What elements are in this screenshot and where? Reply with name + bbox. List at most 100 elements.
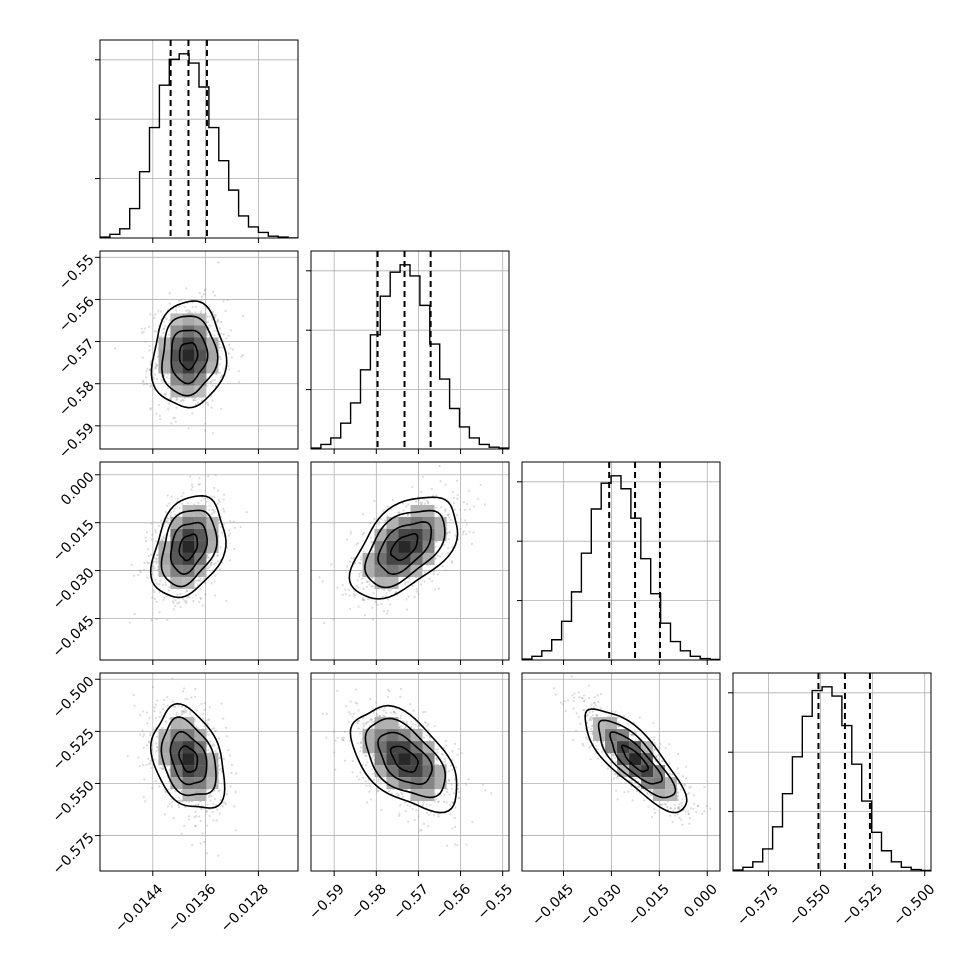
sample-point <box>184 707 187 710</box>
sample-point <box>173 513 176 516</box>
sample-point <box>175 406 178 409</box>
sample-point <box>178 796 181 799</box>
sample-point <box>165 720 168 723</box>
sample-point <box>220 702 223 705</box>
sample-point <box>208 814 211 818</box>
sample-point <box>588 746 591 749</box>
sample-point <box>370 541 373 544</box>
sample-point <box>356 775 359 778</box>
sample-point <box>371 707 374 710</box>
sample-point <box>401 792 404 796</box>
sample-point <box>183 806 187 809</box>
sample-point <box>454 843 457 846</box>
sample-point <box>390 792 393 795</box>
sample-point <box>653 811 657 814</box>
sample-point <box>359 771 362 774</box>
sample-point <box>210 795 213 798</box>
panel-frame <box>99 39 299 239</box>
sample-point <box>687 812 691 815</box>
sample-point <box>216 747 219 750</box>
sample-point <box>436 758 439 761</box>
sample-point <box>142 383 146 386</box>
sample-point <box>407 820 410 823</box>
sample-point <box>438 555 442 558</box>
sample-point <box>362 724 366 727</box>
panel-1-1 <box>306 250 510 454</box>
sample-point <box>217 489 220 492</box>
sample-point <box>445 787 449 791</box>
sample-point <box>206 824 209 827</box>
sample-point <box>341 739 344 742</box>
contours <box>149 494 227 599</box>
sample-point <box>213 313 216 316</box>
sample-point <box>143 778 146 781</box>
sample-point <box>412 709 415 712</box>
sample-point <box>429 736 432 739</box>
sample-point <box>164 316 167 319</box>
sample-point <box>668 743 671 746</box>
sample-point <box>705 805 708 808</box>
sample-point <box>201 717 205 720</box>
sample-point <box>141 710 145 713</box>
sample-point <box>152 566 155 569</box>
sample-point <box>210 395 213 398</box>
sample-point <box>237 370 240 373</box>
sample-point <box>684 777 688 780</box>
sample-point <box>589 745 592 748</box>
sample-point <box>678 807 681 810</box>
sample-point <box>176 497 179 500</box>
sample-point <box>213 495 216 498</box>
sample-point <box>370 717 373 721</box>
sample-point <box>233 526 237 530</box>
sample-point <box>359 749 362 753</box>
sample-point <box>585 736 588 739</box>
sample-point <box>451 750 454 753</box>
sample-point <box>209 325 213 328</box>
sample-point <box>448 513 451 516</box>
sample-point <box>612 777 615 780</box>
sample-point <box>191 412 194 415</box>
sample-point <box>614 710 617 713</box>
sample-point <box>581 697 584 700</box>
sample-point <box>229 519 232 523</box>
sample-point <box>333 751 336 754</box>
sample-point <box>614 772 617 775</box>
sample-point <box>392 710 396 714</box>
sample-point <box>194 594 197 597</box>
sample-point <box>450 787 454 790</box>
sample-point <box>380 602 383 606</box>
sample-point <box>664 747 667 750</box>
sample-point <box>213 294 217 297</box>
sample-point <box>211 727 214 731</box>
density-cell <box>386 564 399 577</box>
sample-point <box>634 738 637 742</box>
sample-point <box>371 772 374 775</box>
sample-point <box>208 706 211 709</box>
sample-point <box>145 382 149 386</box>
sample-point <box>453 817 456 820</box>
sample-point <box>168 318 171 321</box>
sample-point <box>188 310 192 313</box>
density-cell <box>374 729 387 742</box>
sample-point <box>227 352 230 355</box>
sample-point <box>153 597 157 600</box>
sample-point <box>166 517 169 520</box>
sample-point <box>209 563 212 566</box>
sample-point <box>185 600 188 603</box>
sample-point <box>164 393 167 396</box>
sample-point <box>369 536 372 539</box>
sample-point <box>210 406 213 409</box>
sample-point <box>164 790 167 794</box>
sample-point <box>193 816 196 819</box>
sample-point <box>589 758 592 761</box>
sample-point <box>203 840 206 844</box>
sample-point <box>354 701 357 704</box>
sample-point <box>385 612 389 615</box>
sample-point <box>637 786 641 789</box>
sample-point <box>684 765 688 768</box>
density-cell <box>170 325 183 338</box>
sample-point <box>147 561 151 565</box>
sample-point <box>419 829 422 832</box>
sample-point <box>211 310 214 313</box>
sample-point <box>347 711 351 714</box>
